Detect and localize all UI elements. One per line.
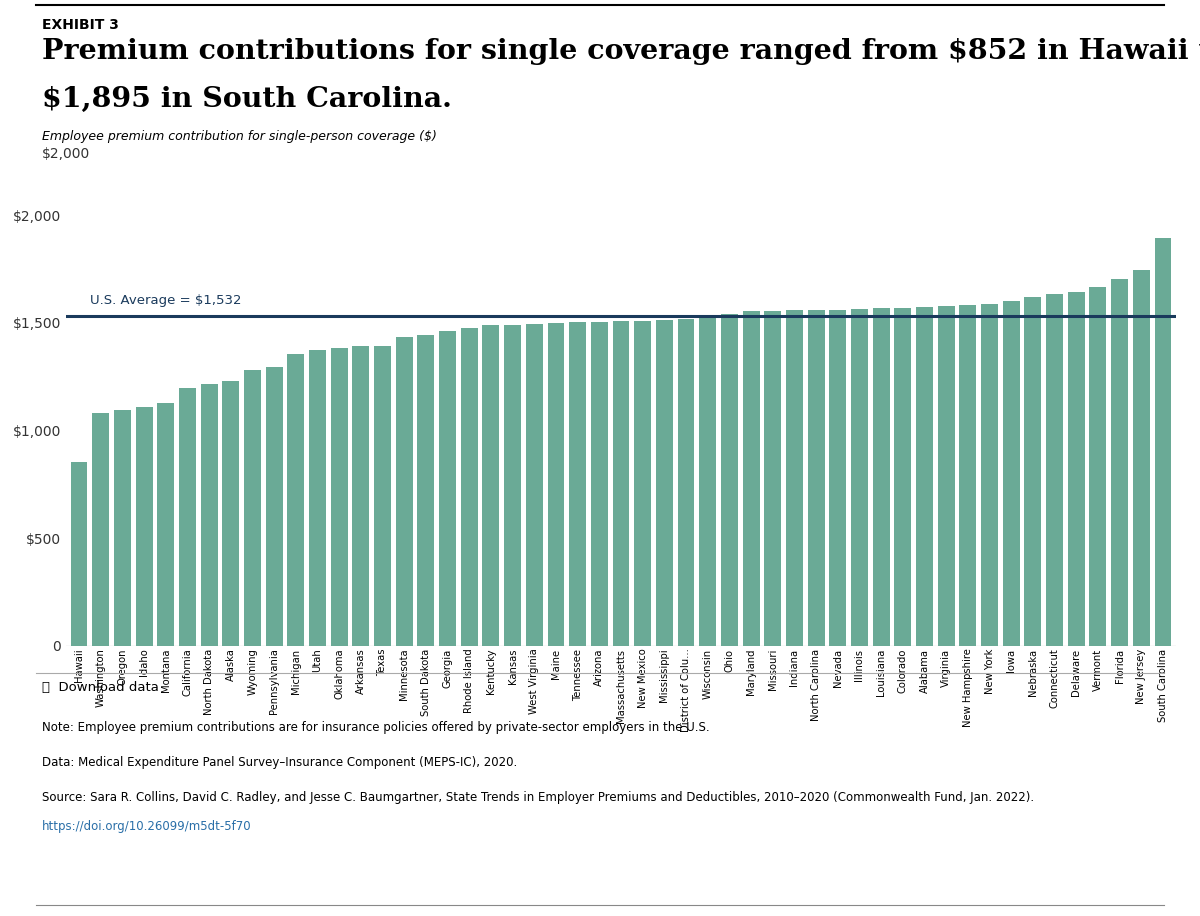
Bar xyxy=(1068,292,1085,646)
Text: Data: Medical Expenditure Panel Survey–Insurance Component (MEPS-IC), 2020.: Data: Medical Expenditure Panel Survey–I… xyxy=(42,756,517,769)
Bar xyxy=(743,311,760,646)
Bar xyxy=(1133,270,1150,646)
Bar xyxy=(1025,297,1042,646)
Bar xyxy=(656,320,673,646)
Text: Source: Sara R. Collins, David C. Radley, and Jesse C. Baumgartner, State Trends: Source: Sara R. Collins, David C. Radley… xyxy=(42,791,1034,803)
Bar xyxy=(244,370,260,646)
Bar xyxy=(482,325,499,646)
Bar xyxy=(1111,279,1128,646)
Bar xyxy=(872,309,889,646)
Bar xyxy=(71,463,88,646)
Bar xyxy=(222,381,239,646)
Bar xyxy=(396,337,413,646)
Bar xyxy=(808,310,824,646)
Bar xyxy=(461,328,478,646)
Bar xyxy=(157,402,174,646)
Bar xyxy=(829,310,846,646)
Bar xyxy=(504,324,521,646)
Text: Premium contributions for single coverage ranged from $852 in Hawaii to: Premium contributions for single coverag… xyxy=(42,38,1200,65)
Bar xyxy=(547,323,564,646)
Bar xyxy=(569,322,586,646)
Bar xyxy=(1046,294,1063,646)
Bar xyxy=(353,346,370,646)
Bar xyxy=(114,409,131,646)
Bar xyxy=(635,321,652,646)
Text: ⤓  Download data: ⤓ Download data xyxy=(42,681,158,693)
Text: Employee premium contribution for single-person coverage ($): Employee premium contribution for single… xyxy=(42,130,437,143)
Bar xyxy=(439,331,456,646)
Bar xyxy=(590,322,607,646)
Bar xyxy=(136,408,152,646)
Bar xyxy=(265,366,282,646)
Text: $2,000: $2,000 xyxy=(42,147,90,160)
Bar xyxy=(786,311,803,646)
Bar xyxy=(612,322,630,646)
Bar xyxy=(1003,301,1020,646)
Text: EXHIBIT 3: EXHIBIT 3 xyxy=(42,18,119,32)
Bar xyxy=(894,308,911,646)
Bar xyxy=(374,346,391,646)
Bar xyxy=(1090,288,1106,646)
Bar xyxy=(982,303,998,646)
Bar xyxy=(287,354,305,646)
Bar xyxy=(418,334,434,646)
Bar xyxy=(721,313,738,646)
Bar xyxy=(851,310,868,646)
Text: https://doi.org/10.26099/m5dt-5f70: https://doi.org/10.26099/m5dt-5f70 xyxy=(42,820,252,833)
Bar xyxy=(331,348,348,646)
Bar xyxy=(916,308,932,646)
Bar xyxy=(179,388,196,646)
Bar xyxy=(200,385,217,646)
Bar xyxy=(960,305,977,646)
Text: U.S. Average = $1,532: U.S. Average = $1,532 xyxy=(90,294,241,308)
Bar xyxy=(1154,238,1171,646)
Bar xyxy=(678,319,695,646)
Bar xyxy=(526,323,542,646)
Bar xyxy=(92,413,109,646)
Bar xyxy=(764,311,781,646)
Bar xyxy=(700,317,716,646)
Bar xyxy=(937,306,955,646)
Text: Note: Employee premium contributions are for insurance policies offered by priva: Note: Employee premium contributions are… xyxy=(42,721,709,734)
Bar xyxy=(310,351,326,646)
Text: $1,895 in South Carolina.: $1,895 in South Carolina. xyxy=(42,86,452,113)
